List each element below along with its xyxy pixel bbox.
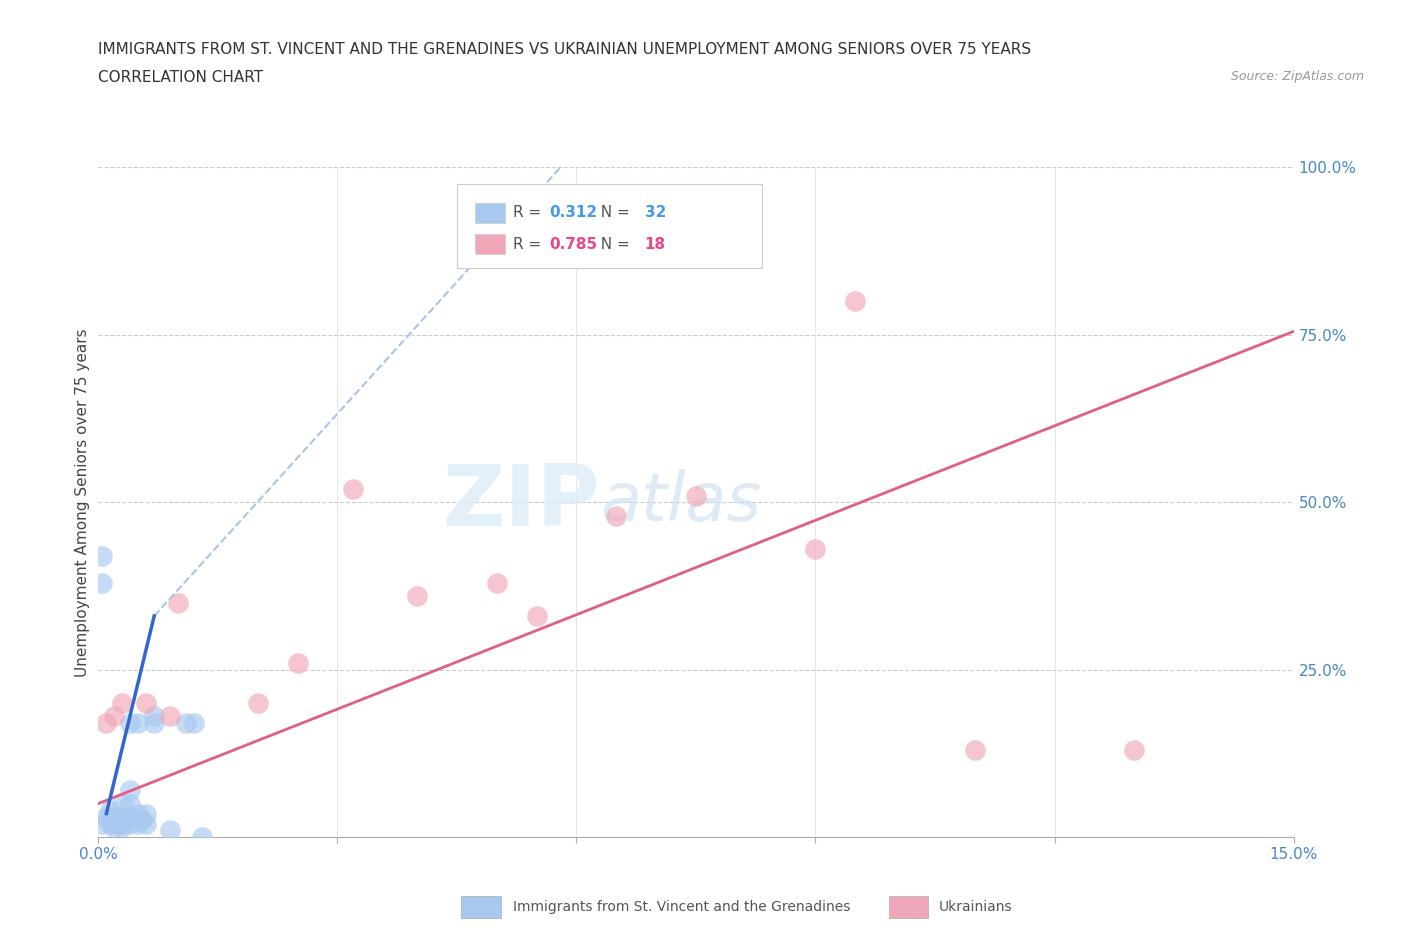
Point	[103, 813, 125, 828]
Point	[120, 796, 142, 811]
Point	[120, 809, 142, 824]
Text: R =: R =	[513, 237, 547, 252]
Point	[342, 482, 364, 497]
Point	[246, 696, 269, 711]
Point	[127, 806, 149, 821]
Point	[111, 817, 134, 831]
Point	[91, 575, 114, 590]
Point	[115, 813, 138, 828]
Text: N =: N =	[591, 237, 634, 252]
Point	[96, 716, 118, 731]
Point	[100, 817, 122, 831]
Point	[111, 809, 134, 824]
Point	[135, 806, 157, 821]
Point	[485, 575, 508, 590]
Point	[191, 830, 214, 844]
Point	[159, 823, 181, 838]
Point	[131, 813, 153, 828]
Point	[111, 819, 134, 834]
Point	[143, 716, 166, 731]
Text: 0.312: 0.312	[548, 206, 598, 220]
Point	[107, 817, 129, 831]
Point	[103, 709, 125, 724]
Point	[135, 696, 157, 711]
Text: Ukrainians: Ukrainians	[939, 899, 1012, 914]
Text: atlas: atlas	[600, 470, 762, 535]
Point	[120, 817, 142, 831]
Point	[844, 294, 866, 309]
Point	[963, 742, 986, 757]
Text: Immigrants from St. Vincent and the Grenadines: Immigrants from St. Vincent and the Gren…	[513, 899, 851, 914]
Text: N =: N =	[591, 206, 634, 220]
Point	[183, 716, 205, 731]
Point	[143, 709, 166, 724]
Point	[159, 709, 181, 724]
FancyBboxPatch shape	[457, 184, 762, 268]
Bar	[475, 203, 505, 223]
Point	[605, 508, 627, 523]
Point	[526, 608, 548, 623]
Text: Source: ZipAtlas.com: Source: ZipAtlas.com	[1230, 70, 1364, 83]
Point	[103, 809, 125, 824]
Point	[685, 488, 707, 503]
Text: 18: 18	[644, 237, 665, 252]
Point	[111, 796, 134, 811]
Point	[287, 656, 309, 671]
Text: ZIP: ZIP	[443, 460, 600, 544]
Point	[127, 716, 149, 731]
Point	[120, 716, 142, 731]
Point	[804, 541, 827, 556]
Bar	[475, 234, 505, 255]
Point	[1123, 742, 1146, 757]
Point	[174, 716, 197, 731]
Text: CORRELATION CHART: CORRELATION CHART	[98, 70, 263, 85]
Point	[120, 783, 142, 798]
Point	[135, 817, 157, 831]
Point	[103, 819, 125, 834]
Point	[406, 589, 429, 604]
Point	[111, 696, 134, 711]
Point	[100, 803, 122, 817]
Text: 0.785: 0.785	[548, 237, 598, 252]
Text: R =: R =	[513, 206, 547, 220]
Point	[91, 817, 114, 831]
Point	[127, 817, 149, 831]
Y-axis label: Unemployment Among Seniors over 75 years: Unemployment Among Seniors over 75 years	[75, 328, 90, 676]
Text: IMMIGRANTS FROM ST. VINCENT AND THE GRENADINES VS UKRAINIAN UNEMPLOYMENT AMONG S: IMMIGRANTS FROM ST. VINCENT AND THE GREN…	[98, 42, 1032, 57]
Point	[91, 549, 114, 564]
Text: 32: 32	[644, 206, 666, 220]
Point	[167, 595, 190, 610]
Point	[96, 809, 118, 824]
